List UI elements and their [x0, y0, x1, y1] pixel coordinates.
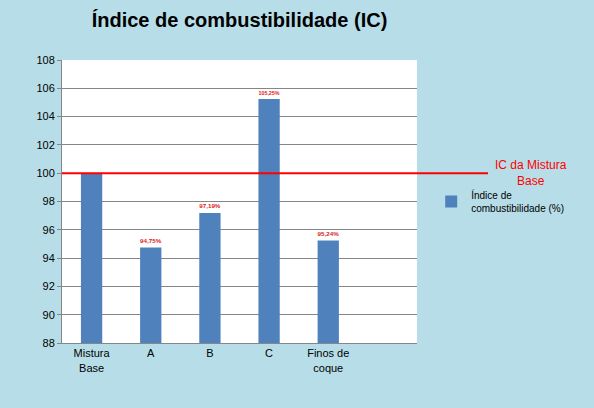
- svg-text:Índice decombustibilidade (%): Índice decombustibilidade (%): [471, 189, 564, 214]
- svg-text:104: 104: [36, 110, 54, 122]
- svg-text:98: 98: [43, 195, 55, 207]
- svg-text:94,75%: 94,75%: [140, 237, 162, 244]
- svg-text:IC da MisturaBase: IC da MisturaBase: [495, 158, 567, 188]
- svg-text:Finos decoque: Finos decoque: [307, 347, 349, 373]
- svg-text:B: B: [206, 347, 213, 359]
- svg-text:97,19%: 97,19%: [199, 202, 221, 209]
- svg-text:88: 88: [43, 337, 55, 349]
- svg-text:108: 108: [36, 54, 54, 66]
- svg-text:94: 94: [43, 252, 55, 264]
- svg-text:100: 100: [36, 167, 54, 179]
- svg-text:MisturaBase: MisturaBase: [74, 347, 111, 373]
- svg-text:95,24%: 95,24%: [318, 230, 340, 237]
- svg-text:C: C: [265, 347, 273, 359]
- svg-text:106: 106: [36, 82, 54, 94]
- svg-text:92: 92: [43, 280, 55, 292]
- svg-text:Índice de combustibilidade (IC: Índice de combustibilidade (IC): [92, 9, 388, 31]
- svg-text:102: 102: [36, 139, 54, 151]
- svg-text:105,25%: 105,25%: [258, 90, 279, 96]
- svg-text:90: 90: [43, 309, 55, 321]
- svg-text:96: 96: [43, 224, 55, 236]
- svg-text:A: A: [147, 347, 155, 359]
